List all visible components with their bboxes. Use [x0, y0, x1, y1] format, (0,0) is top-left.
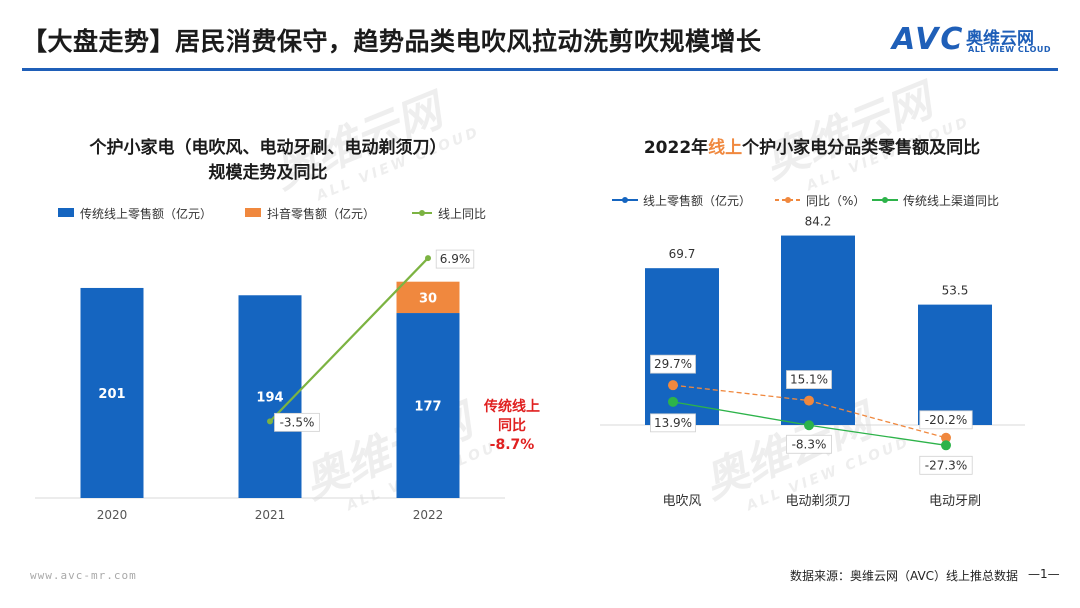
chart2-bar-sales — [918, 304, 992, 425]
footer-url: www.avc-mr.com — [30, 569, 137, 582]
chart1-legend-label: 传统线上零售额（亿元） — [80, 206, 212, 221]
header-divider — [22, 68, 1058, 71]
chart2-yoy-point — [941, 432, 951, 443]
chart1-line-yoy — [269, 257, 429, 423]
chart1-bar-traditional — [238, 295, 302, 498]
chart2-bar-label: 84.2 — [805, 215, 832, 229]
chart2-yoy-label: 15.1% — [790, 373, 828, 387]
chart1-x-tick: 2022 — [413, 508, 444, 522]
chart1-title: 规模走势及同比 — [209, 162, 328, 183]
chart1-legend-marker — [419, 210, 425, 216]
chart2-legend-marker — [622, 197, 628, 203]
page-title: 【大盘走势】居民消费保守，趋势品类电吹风拉动洗剪吹规模增长 — [22, 27, 762, 56]
chart2-traditional-point — [941, 440, 951, 451]
chart2-legend-marker — [785, 197, 791, 203]
chart2-traditional-label-box — [650, 413, 696, 433]
chart2-legend-label: 传统线上渠道同比 — [903, 193, 999, 208]
chart2-yoy-label-box — [919, 410, 973, 430]
logo-name-en: ALL VIEW CLOUD — [968, 45, 1052, 54]
chart2-yoy-label: -20.2% — [925, 413, 967, 427]
chart2-yoy-point — [804, 395, 814, 406]
chart1-legend-swatch — [58, 208, 74, 217]
chart1-annotation: 传统线上 — [483, 398, 540, 415]
chart2-title: 2022年线上个护小家电分品类零售额及同比 — [644, 137, 980, 158]
chart1-bar-label: 177 — [414, 400, 441, 415]
chart2-traditional-point — [668, 396, 678, 407]
chart1-annotation: 同比 — [498, 417, 526, 434]
chart1-line-point — [425, 255, 431, 262]
chart2-x-tick: 电吹风 — [662, 494, 701, 509]
chart2-traditional-label-box — [919, 455, 973, 475]
chart2-bar-sales — [781, 235, 855, 425]
chart2-yoy-label-box — [650, 354, 696, 374]
chart1-bar-label: 30 — [419, 291, 437, 306]
chart1-legend-label: 线上同比 — [438, 207, 486, 221]
chart1-x-tick: 2020 — [97, 508, 128, 522]
logo-name-cn: 奥维云网 — [966, 29, 1034, 49]
chart1-legend-label: 抖音零售额（亿元） — [267, 206, 375, 221]
logo-mark: AVC — [892, 22, 965, 57]
chart2-traditional-label: -8.3% — [792, 437, 827, 451]
chart2-bar-label: 69.7 — [669, 247, 696, 261]
chart1-bar-label: 201 — [98, 387, 125, 402]
chart1-bar-label: 194 — [256, 391, 283, 406]
chart1-legend-swatch — [245, 208, 261, 217]
footer-source: 数据来源：奥维云网（AVC）线上推总数据 — [790, 569, 1019, 583]
chart2-legend-label: 同比（%） — [806, 194, 865, 208]
chart2-legend-marker — [882, 197, 888, 203]
avc-logo: AVC 奥维云网 ALL VIEW CLOUD — [892, 22, 1062, 58]
chart2-x-tick: 电动牙刷 — [929, 494, 981, 509]
chart2-x-tick: 电动剃须刀 — [785, 494, 850, 509]
chart1-line-label: -3.5% — [280, 415, 315, 429]
chart2-traditional-point — [804, 420, 814, 431]
chart2-traditional-label: -27.3% — [925, 458, 967, 472]
chart1-line-label: 6.9% — [440, 252, 471, 266]
chart1-title: 个护小家电（电吹风、电动牙刷、电动剃须刀） — [89, 137, 447, 158]
page-number: —1— — [1028, 567, 1060, 581]
chart2-bar-sales — [645, 268, 719, 425]
chart2-yoy-point — [668, 380, 678, 391]
chart2-traditional-label-box — [786, 434, 832, 454]
chart1-annotation: -8.7% — [490, 437, 535, 453]
chart2-bar-label: 53.5 — [942, 284, 969, 298]
chart2-yoy-label-box — [786, 370, 832, 389]
chart1-line-label-box — [435, 249, 475, 269]
chart1-line-label-box — [274, 412, 320, 432]
chart1-bar-douyin — [396, 281, 460, 314]
chart1-bar-traditional — [396, 313, 460, 498]
chart1-x-tick: 2021 — [255, 508, 286, 522]
chart2-traditional-label: 13.9% — [654, 416, 692, 430]
chart1-line-point — [267, 418, 273, 425]
chart2-legend-label: 线上零售额（亿元） — [643, 193, 751, 208]
chart1-bar-traditional — [80, 287, 144, 498]
chart2-yoy-label: 29.7% — [654, 357, 692, 371]
